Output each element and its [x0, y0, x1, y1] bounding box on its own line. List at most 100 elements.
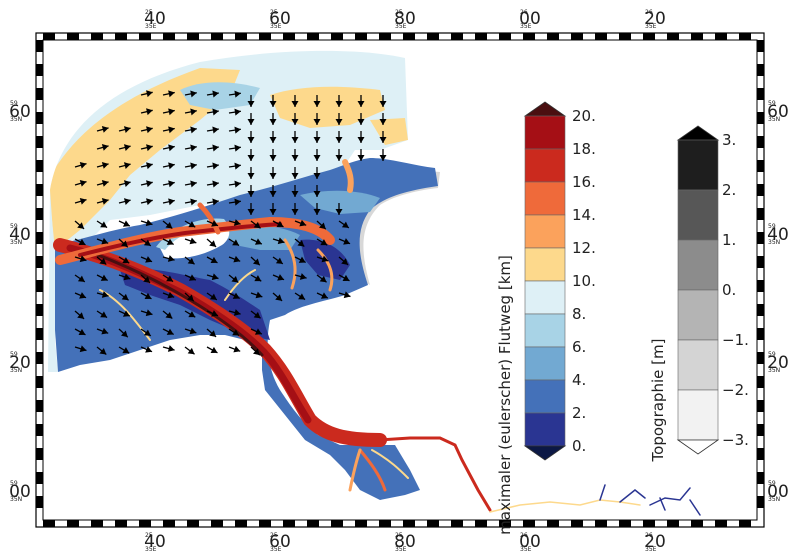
frame-tick — [115, 520, 127, 527]
frame-tick — [403, 33, 415, 40]
flow-vector-head — [168, 162, 175, 170]
frame-tick — [36, 352, 43, 364]
frame-tick — [259, 33, 271, 40]
frame-tick — [379, 33, 391, 40]
flow-vector-head — [168, 198, 175, 206]
flow-vector-head — [277, 274, 285, 281]
frame-tick — [36, 400, 43, 412]
lon-tick-degree: 25 — [145, 9, 153, 16]
frame-tick — [115, 33, 127, 40]
flow-vector-head — [212, 90, 219, 98]
flow-vector-head — [122, 347, 130, 354]
flow-vector-head — [190, 198, 197, 206]
frame-tick — [427, 33, 439, 40]
flow-vector-head — [123, 180, 131, 187]
lat-tick-hemisphere: 35N — [768, 116, 780, 123]
frame-tick — [36, 112, 43, 124]
flow-vector-head — [291, 137, 299, 143]
flow-vector-head — [212, 198, 219, 206]
colorbar-segment — [524, 412, 566, 447]
flow-vector-head — [254, 275, 262, 282]
frame-tick — [379, 520, 391, 527]
flow-vector-head — [146, 180, 153, 188]
frame-tick — [36, 160, 43, 172]
frame-tick — [619, 33, 631, 40]
frame-tick — [499, 33, 511, 40]
flow-vector-head — [78, 328, 86, 335]
lat-tick-label: 20 — [767, 353, 789, 373]
flow-vector-head — [79, 255, 87, 263]
flow-vector-head — [233, 345, 241, 353]
colorbar-tick-label: 0. — [722, 281, 736, 299]
frame-tick — [547, 33, 559, 40]
flow-vector-head — [319, 222, 326, 230]
lon-tick-hemisphere: 35E — [270, 546, 282, 553]
colorbar-over-arrow — [676, 125, 720, 141]
colorbar-tick-label: 6. — [572, 338, 586, 356]
flow-vector-head — [122, 257, 130, 264]
flow-vector-head — [210, 256, 218, 263]
lon-tick-label: 00 — [519, 532, 541, 552]
frame-tick — [595, 520, 607, 527]
flow-vector-head — [79, 161, 87, 169]
flow-vector-head — [100, 311, 108, 318]
colorbar-under-arrow — [523, 445, 567, 461]
frame-tick — [139, 520, 151, 527]
flow-vector-head — [247, 101, 255, 107]
flow-vector-head — [77, 275, 85, 282]
lat-tick-degree: 59 — [10, 223, 18, 230]
flow-vector-head — [291, 101, 299, 107]
frame-tick — [739, 33, 751, 40]
lon-tick-degree: 25 — [395, 9, 403, 16]
colorbar-segment — [677, 289, 719, 341]
frame-tick — [67, 33, 79, 40]
frame-tick — [757, 184, 764, 196]
flow-vector-head — [232, 329, 240, 336]
frame-tick — [36, 376, 43, 388]
flow-vector-head — [269, 101, 277, 107]
frame-tick — [403, 520, 415, 527]
flow-vector-head — [269, 119, 277, 125]
flow-vector-head — [254, 238, 262, 245]
colorbar-tick-label: 2. — [722, 181, 736, 199]
flow-vector-head — [188, 221, 196, 228]
flow-vector-head — [275, 257, 283, 264]
lat-tick-degree: 59 — [10, 100, 18, 107]
lon-tick-degree: 26 — [520, 532, 528, 539]
frame-tick — [757, 352, 764, 364]
map-frame — [35, 32, 765, 528]
flow-vector-head — [343, 238, 351, 245]
flow-vector-head — [101, 162, 109, 169]
frame-tick — [757, 208, 764, 220]
colorbar-over-arrow — [523, 101, 567, 117]
frame-tick — [571, 33, 583, 40]
frame-tick — [36, 232, 43, 244]
flow-vector-head — [122, 310, 130, 317]
frame-tick — [757, 112, 764, 124]
lon-tick-label: 20 — [644, 9, 666, 29]
flow-vector-head — [313, 191, 321, 197]
frame-tick — [715, 520, 727, 527]
lat-tick-hemisphere: 35N — [10, 116, 22, 123]
flow-vector-head — [313, 209, 321, 215]
flow-vector-head — [253, 348, 260, 356]
flow-vector-head — [234, 180, 241, 188]
frame-tick — [43, 33, 55, 40]
colorbar-segment — [524, 115, 566, 150]
flow-vector-head — [79, 197, 87, 205]
flow-vector-head — [277, 237, 285, 245]
frame-tick — [757, 472, 764, 484]
lon-tick-label: 80 — [394, 532, 416, 552]
frame-tick — [211, 520, 223, 527]
flow-vector-head — [212, 144, 219, 152]
flow-vector-head — [145, 256, 153, 263]
lon-tick-degree: 26 — [645, 9, 653, 16]
frame-tick — [91, 520, 103, 527]
flow-vector-head — [276, 220, 284, 227]
lat-tick-hemisphere: 35N — [10, 496, 22, 503]
flow-vector-head — [234, 198, 241, 206]
flow-vector-head — [254, 328, 262, 335]
flow-vector-head — [165, 222, 173, 229]
lon-tick-hemisphere: 35E — [520, 546, 532, 553]
